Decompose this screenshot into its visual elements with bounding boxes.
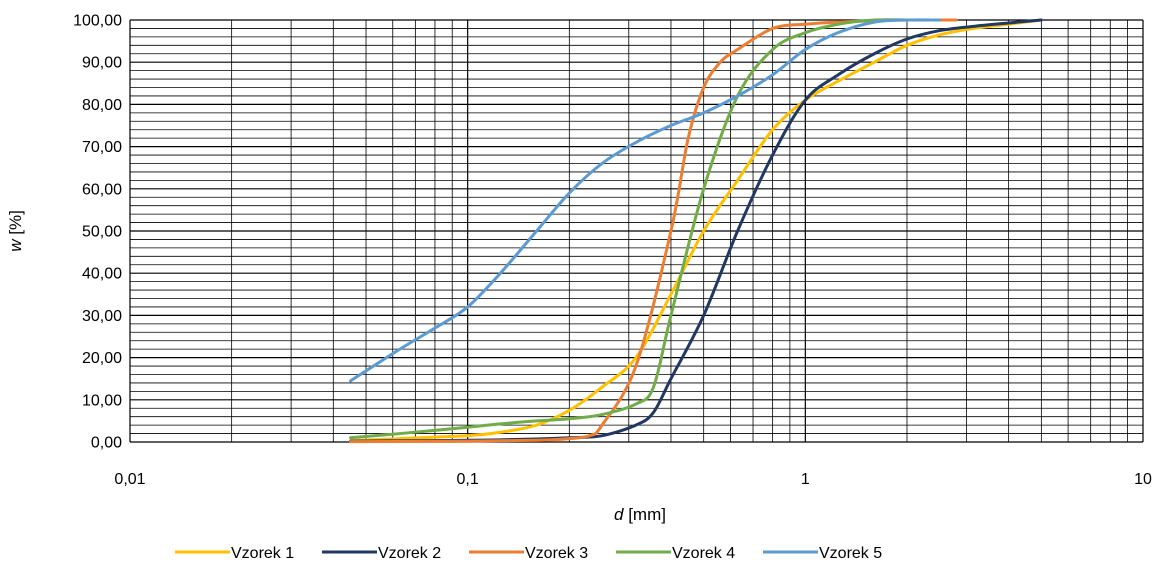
minor-gridlines — [130, 20, 1143, 442]
major-gridlines — [129, 19, 1144, 443]
legend-item-vzorek-1: Vzorek 1 — [175, 545, 294, 562]
legend: Vzorek 1 Vzorek 2 Vzorek 3 Vzorek 4 Vzorek 5 — [175, 545, 882, 562]
y-axis-variable: w — [6, 238, 25, 252]
y-axis-tick-labels: 0,00 10,00 20,00 30,00 40,00 50,00 60,00 70,00 8… — [73, 13, 122, 452]
series-line-vzorek-4 — [349, 18, 909, 440]
legend-label: Vzorek 2 — [378, 545, 441, 562]
series-line-vzorek-1 — [349, 18, 1043, 443]
y-axis-title: w [%] — [6, 210, 25, 252]
y-tick-label: 80,00 — [82, 97, 122, 114]
x-axis-unit: [mm] — [628, 505, 666, 524]
x-axis-tick-labels: 0,01 0,1 1 10 — [114, 471, 1152, 488]
y-tick-label: 40,00 — [82, 266, 122, 283]
y-tick-label: 90,00 — [82, 55, 122, 72]
x-tick-label: 0,01 — [114, 471, 145, 488]
x-axis-variable: d — [614, 505, 624, 524]
y-tick-label: 20,00 — [82, 350, 122, 367]
legend-label: Vzorek 3 — [525, 545, 588, 562]
legend-label: Vzorek 5 — [819, 545, 882, 562]
legend-item-vzorek-5: Vzorek 5 — [763, 545, 882, 562]
series-lines — [349, 18, 1043, 444]
y-tick-label: 100,00 — [73, 13, 122, 30]
y-tick-label: 10,00 — [82, 392, 122, 409]
x-axis-title: d [mm] — [614, 505, 666, 524]
y-tick-label: 30,00 — [82, 308, 122, 325]
y-tick-label: 60,00 — [82, 181, 122, 198]
x-tick-label: 10 — [1134, 471, 1152, 488]
x-tick-label: 0,1 — [457, 471, 479, 488]
x-tick-label: 1 — [801, 471, 810, 488]
legend-item-vzorek-4: Vzorek 4 — [616, 545, 735, 562]
legend-item-vzorek-3: Vzorek 3 — [469, 545, 588, 562]
legend-label: Vzorek 4 — [672, 545, 735, 562]
legend-item-vzorek-2: Vzorek 2 — [322, 545, 441, 562]
y-tick-label: 0,00 — [91, 435, 122, 452]
y-tick-label: 50,00 — [82, 224, 122, 241]
series-line-vzorek-5 — [349, 18, 942, 383]
y-tick-label: 70,00 — [82, 139, 122, 156]
series-line-vzorek-3 — [349, 18, 958, 444]
legend-label: Vzorek 1 — [231, 545, 294, 562]
y-axis-unit: [%] — [6, 210, 25, 235]
